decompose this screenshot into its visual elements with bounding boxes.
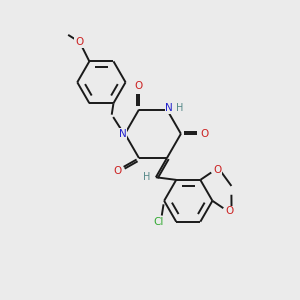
Text: Cl: Cl [153, 217, 164, 227]
Text: N: N [119, 129, 127, 139]
Text: N: N [165, 103, 173, 113]
Text: O: O [135, 81, 143, 91]
Text: O: O [114, 166, 122, 176]
Text: H: H [143, 172, 151, 182]
Text: O: O [213, 165, 221, 175]
Text: O: O [200, 129, 208, 139]
Text: O: O [75, 37, 83, 47]
Text: H: H [176, 103, 184, 113]
Text: O: O [225, 206, 233, 216]
